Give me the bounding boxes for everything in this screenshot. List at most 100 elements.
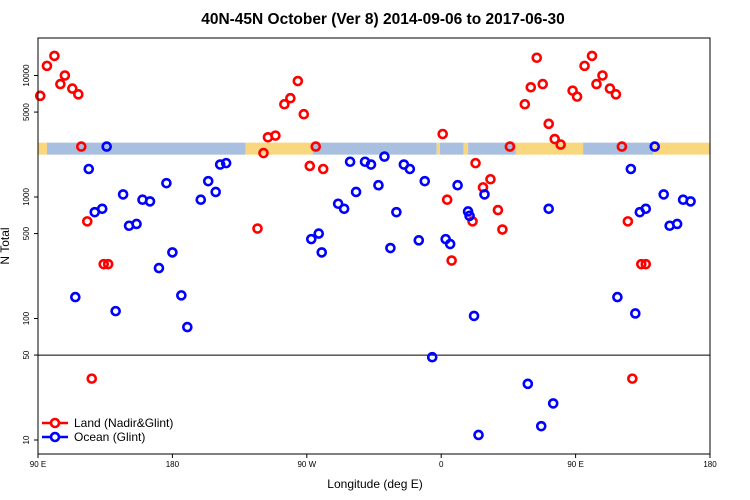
land-point bbox=[616, 141, 628, 152]
land-point bbox=[304, 160, 316, 172]
legend: Land (Nadir&Glint)Ocean (Glint) bbox=[42, 416, 173, 444]
ocean-point bbox=[658, 189, 670, 200]
ocean-point bbox=[413, 235, 425, 246]
land-point bbox=[258, 147, 269, 159]
ocean-point bbox=[182, 321, 193, 333]
land-point bbox=[485, 173, 496, 185]
band-land-segment bbox=[245, 142, 313, 155]
band-ocean-segment bbox=[312, 142, 437, 155]
band-land-segment bbox=[436, 142, 440, 155]
x-axis-label: Longitude (deg E) bbox=[327, 477, 422, 491]
land-point bbox=[49, 50, 60, 62]
land-point bbox=[571, 91, 583, 102]
ocean-series bbox=[70, 141, 696, 441]
ocean-point bbox=[379, 151, 390, 162]
ocean-point bbox=[338, 203, 350, 215]
ocean-point bbox=[110, 305, 121, 317]
y-tick-label: 50 bbox=[22, 350, 31, 359]
land-point bbox=[555, 139, 566, 150]
land-point bbox=[579, 60, 590, 72]
ocean-point bbox=[305, 233, 317, 245]
x-tick-label: 90 W bbox=[297, 460, 316, 469]
band-ocean-segment bbox=[46, 142, 246, 155]
ocean-point bbox=[365, 159, 377, 170]
ocean-point bbox=[385, 242, 396, 254]
y-tick-label: 1000 bbox=[22, 188, 31, 206]
land-point bbox=[73, 89, 84, 100]
ocean-point bbox=[83, 163, 95, 175]
land-point bbox=[252, 223, 263, 234]
land-point bbox=[76, 141, 87, 152]
land-point bbox=[525, 81, 537, 93]
land-point bbox=[437, 128, 448, 140]
land-point bbox=[640, 258, 652, 270]
ocean-point bbox=[344, 156, 356, 168]
ocean-point bbox=[685, 196, 696, 207]
ocean-point bbox=[332, 198, 344, 210]
x-tick-label: 90 E bbox=[30, 460, 46, 469]
land-point bbox=[67, 83, 78, 94]
ocean-point bbox=[671, 218, 683, 230]
ocean-point bbox=[426, 351, 438, 363]
band-ocean-segment bbox=[439, 142, 464, 155]
ocean-point bbox=[535, 420, 547, 432]
land-point bbox=[470, 157, 481, 169]
land-point bbox=[98, 258, 110, 270]
ocean-point bbox=[220, 157, 232, 169]
ocean-point bbox=[640, 203, 652, 215]
x-tick-label: 90 E bbox=[567, 460, 583, 469]
land-point bbox=[586, 50, 598, 62]
ocean-point bbox=[391, 206, 402, 218]
ocean-point bbox=[547, 398, 559, 409]
ocean-point bbox=[479, 189, 490, 200]
ocean-point bbox=[404, 163, 416, 175]
land-point bbox=[59, 70, 71, 81]
ocean-point bbox=[649, 141, 661, 152]
land-point bbox=[292, 75, 304, 87]
ocean-point bbox=[144, 196, 156, 207]
ocean-point bbox=[70, 291, 81, 303]
ocean-point bbox=[313, 228, 325, 239]
x-axis: 90 E 180 90 W 0 90 E 180 bbox=[30, 454, 717, 469]
land-point bbox=[441, 194, 453, 206]
legend-marker bbox=[49, 417, 61, 429]
land-point bbox=[298, 108, 310, 120]
ocean-point bbox=[195, 194, 207, 206]
legend-label: Ocean (Glint) bbox=[74, 430, 145, 444]
land-point bbox=[597, 70, 608, 81]
land-point bbox=[102, 258, 114, 270]
land-point bbox=[519, 98, 531, 110]
ocean-point bbox=[468, 310, 480, 322]
land-point bbox=[604, 83, 616, 94]
ocean-point bbox=[214, 159, 226, 170]
ocean-point bbox=[350, 186, 362, 198]
land-point bbox=[285, 92, 296, 104]
land-point bbox=[504, 141, 516, 152]
x-tick-label: 180 bbox=[703, 460, 717, 469]
land-point bbox=[41, 60, 53, 72]
land-point bbox=[81, 216, 93, 227]
land-point bbox=[86, 373, 98, 384]
land-point bbox=[622, 216, 634, 227]
plot-frame bbox=[37, 37, 711, 455]
land-point bbox=[317, 163, 329, 175]
band-land-segment bbox=[653, 142, 710, 155]
ocean-point bbox=[473, 429, 484, 441]
land-point bbox=[492, 204, 504, 216]
ocean-point bbox=[131, 218, 142, 230]
ocean-point bbox=[452, 179, 463, 191]
ocean-point bbox=[612, 291, 623, 303]
ocean-point bbox=[96, 203, 108, 215]
land-point bbox=[537, 78, 549, 90]
ocean-point bbox=[522, 378, 534, 390]
x-tick-label: 180 bbox=[166, 460, 180, 469]
land-point bbox=[497, 224, 508, 235]
y-tick-label: 5000 bbox=[22, 103, 31, 121]
y-tick-label: 100 bbox=[22, 311, 31, 325]
band-land-segment bbox=[38, 142, 47, 155]
ocean-point bbox=[101, 141, 112, 152]
land-series bbox=[34, 50, 652, 384]
ocean-point bbox=[167, 247, 178, 258]
ocean-point bbox=[153, 262, 165, 274]
ocean-point bbox=[117, 189, 129, 200]
